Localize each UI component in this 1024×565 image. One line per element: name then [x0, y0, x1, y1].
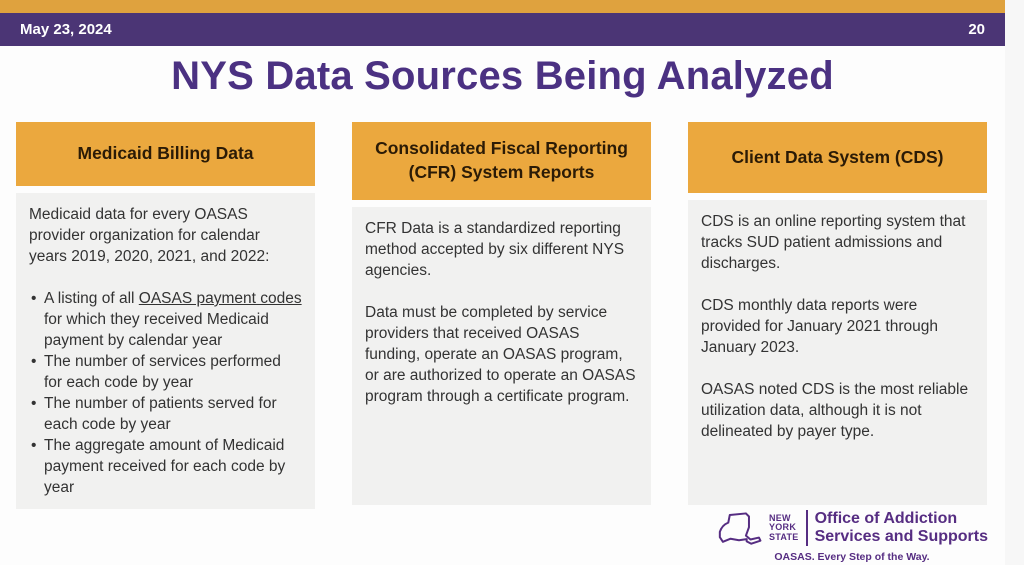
new-york-state-outline-icon: [718, 512, 762, 545]
column-medicaid-billing: Medicaid Billing Data Medicaid data for …: [16, 122, 315, 509]
column-header-cds: Client Data System (CDS): [688, 122, 987, 193]
logo-tagline: OASAS. Every Step of the Way.: [774, 551, 930, 563]
bullet-text: The number of services performed for eac…: [44, 353, 281, 391]
body-paragraph: OASAS noted CDS is the most reliable uti…: [701, 381, 969, 440]
logo-state-line: YORK: [768, 522, 797, 533]
column-header-medicaid: Medicaid Billing Data: [16, 122, 315, 186]
logo-org-line: Services and Supports: [814, 528, 988, 545]
column-header-cfr: Consolidated Fiscal Reporting (CFR) Syst…: [352, 122, 651, 200]
bullet-item: The number of patients served for each c…: [29, 393, 302, 435]
bullet-list: A listing of all OASAS payment codes for…: [29, 288, 302, 498]
body-paragraph: CFR Data is a standardized reporting met…: [365, 220, 625, 279]
bullet-text: A listing of all: [44, 290, 139, 307]
column-cds: Client Data System (CDS) CDS is an onlin…: [688, 122, 987, 505]
top-accent-stripe: [0, 0, 1010, 13]
logo-divider: [805, 510, 808, 546]
column-cfr-reports: Consolidated Fiscal Reporting (CFR) Syst…: [352, 122, 651, 505]
slide-header-bar: May 23, 2024 20: [0, 13, 1005, 46]
column-body-cds: CDS is an online reporting system that t…: [688, 200, 987, 505]
oasas-logo: NEW YORK STATE Office of Addiction Servi…: [716, 508, 988, 563]
logo-org-line: Office of Addiction: [814, 509, 958, 527]
body-paragraph: CDS is an online reporting system that t…: [701, 213, 966, 272]
right-edge-band: [1005, 0, 1024, 565]
logo-state-name: NEW YORK STATE: [768, 512, 799, 542]
slide-title: NYS Data Sources Being Analyzed: [171, 54, 834, 98]
bullet-item: A listing of all OASAS payment codes for…: [29, 288, 302, 351]
slide-page-number: 20: [968, 21, 985, 38]
columns-container: Medicaid Billing Data Medicaid data for …: [16, 122, 987, 509]
logo-state-line: NEW: [768, 512, 791, 523]
bullet-text: The aggregate amount of Medicaid payment…: [44, 437, 286, 496]
intro-paragraph: Medicaid data for every OASAS provider o…: [29, 206, 270, 265]
logo-org-name: Office of Addiction Services and Support…: [815, 510, 988, 547]
bullet-text-underlined: OASAS payment codes: [138, 290, 302, 307]
bullet-text: for which they received Medicaid payment…: [44, 311, 269, 349]
body-paragraph: CDS monthly data reports were provided f…: [701, 297, 938, 356]
logo-state-line: STATE: [768, 531, 799, 542]
logo-lockup: NEW YORK STATE Office of Addiction Servi…: [716, 508, 988, 548]
bullet-item: The aggregate amount of Medicaid payment…: [29, 435, 302, 498]
bullet-item: The number of services performed for eac…: [29, 351, 302, 393]
column-body-medicaid: Medicaid data for every OASAS provider o…: [16, 193, 315, 509]
body-paragraph: Data must be completed by service provid…: [365, 304, 636, 405]
slide-date: May 23, 2024: [20, 21, 112, 38]
column-body-cfr: CFR Data is a standardized reporting met…: [352, 207, 651, 505]
bullet-text: The number of patients served for each c…: [44, 395, 277, 433]
